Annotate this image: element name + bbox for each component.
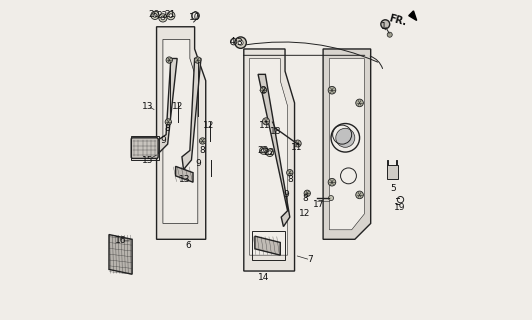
- Polygon shape: [163, 39, 198, 223]
- Circle shape: [336, 128, 355, 147]
- Text: 4: 4: [230, 36, 236, 45]
- Circle shape: [356, 99, 363, 107]
- Circle shape: [381, 20, 390, 29]
- Text: 16: 16: [115, 236, 127, 245]
- Circle shape: [169, 14, 173, 18]
- Text: 20: 20: [257, 146, 269, 155]
- Text: 13: 13: [179, 174, 191, 184]
- Text: 6: 6: [186, 241, 191, 250]
- Text: 11: 11: [292, 143, 303, 152]
- Polygon shape: [323, 49, 371, 239]
- Text: 20: 20: [148, 10, 160, 19]
- Circle shape: [159, 14, 167, 22]
- Text: 9: 9: [283, 190, 289, 199]
- Polygon shape: [109, 235, 132, 274]
- Circle shape: [260, 87, 267, 93]
- Circle shape: [294, 140, 301, 147]
- Text: 8: 8: [303, 194, 309, 203]
- Text: 19: 19: [394, 203, 405, 212]
- Circle shape: [268, 151, 272, 155]
- Circle shape: [166, 57, 172, 63]
- Polygon shape: [255, 236, 280, 255]
- Text: FR.: FR.: [388, 13, 408, 28]
- Text: 17: 17: [313, 200, 325, 209]
- Circle shape: [151, 11, 159, 20]
- Circle shape: [235, 37, 246, 48]
- FancyBboxPatch shape: [131, 138, 158, 158]
- Bar: [252, 231, 285, 260]
- Text: 8: 8: [287, 174, 293, 184]
- Circle shape: [238, 40, 243, 45]
- Circle shape: [153, 13, 157, 17]
- Text: 1: 1: [380, 22, 386, 31]
- Circle shape: [328, 86, 336, 94]
- Circle shape: [328, 196, 334, 201]
- Text: 8: 8: [200, 146, 205, 155]
- Text: 12: 12: [203, 121, 214, 130]
- Circle shape: [200, 138, 206, 144]
- Text: 12: 12: [299, 209, 310, 219]
- Text: 10: 10: [189, 13, 201, 22]
- Text: 22: 22: [156, 11, 168, 20]
- Polygon shape: [182, 59, 201, 170]
- Polygon shape: [244, 49, 295, 271]
- Circle shape: [165, 119, 171, 125]
- Circle shape: [195, 57, 201, 63]
- Text: 5: 5: [390, 184, 396, 193]
- Polygon shape: [409, 11, 417, 20]
- Circle shape: [328, 178, 336, 186]
- Circle shape: [262, 118, 270, 125]
- Circle shape: [262, 148, 265, 152]
- Text: 11: 11: [259, 121, 271, 130]
- Polygon shape: [156, 59, 177, 154]
- Text: 3: 3: [236, 38, 242, 47]
- Text: 12: 12: [171, 101, 183, 111]
- Circle shape: [266, 149, 273, 156]
- Circle shape: [304, 190, 310, 196]
- Text: 18: 18: [270, 127, 281, 136]
- Circle shape: [287, 170, 293, 176]
- Circle shape: [356, 191, 363, 199]
- Text: 14: 14: [258, 273, 270, 282]
- Text: 9: 9: [160, 136, 166, 146]
- Circle shape: [260, 147, 267, 154]
- Text: 2: 2: [260, 86, 265, 95]
- Text: 9: 9: [195, 159, 201, 168]
- Text: 15: 15: [142, 156, 153, 164]
- Bar: [130, 136, 159, 160]
- Text: 7: 7: [307, 255, 313, 264]
- Polygon shape: [329, 59, 364, 230]
- Text: 21: 21: [164, 10, 176, 19]
- Polygon shape: [258, 74, 290, 227]
- Circle shape: [161, 16, 165, 20]
- Circle shape: [167, 12, 175, 20]
- Polygon shape: [387, 165, 397, 179]
- Polygon shape: [176, 166, 193, 182]
- Polygon shape: [156, 27, 206, 239]
- Circle shape: [387, 32, 392, 37]
- Polygon shape: [250, 59, 288, 255]
- Text: 13: 13: [142, 101, 153, 111]
- Text: 22: 22: [263, 148, 275, 156]
- Text: 8: 8: [165, 124, 171, 133]
